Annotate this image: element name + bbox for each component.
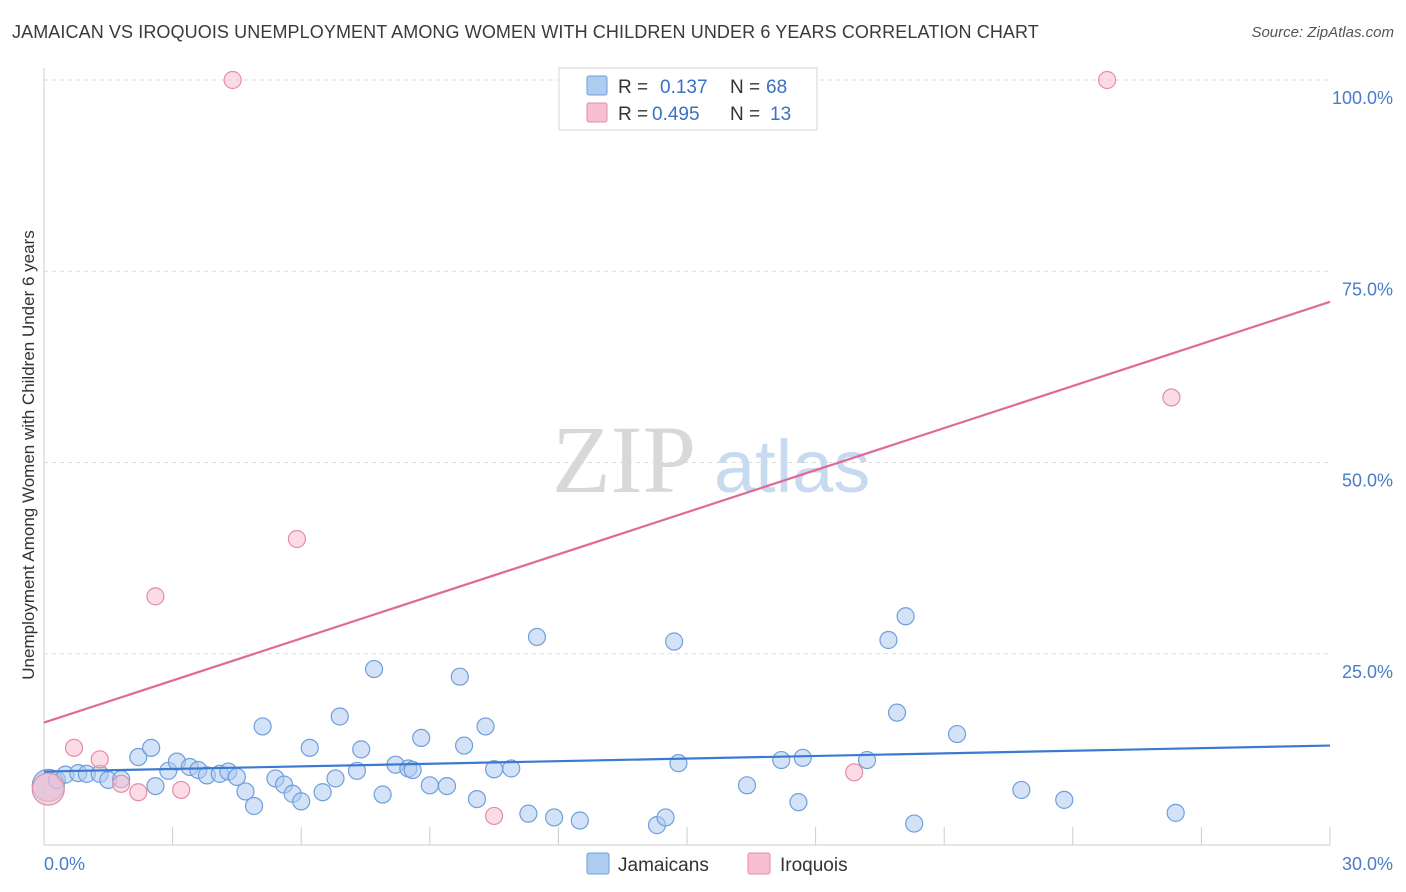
x-tick-label: 0.0% <box>44 854 85 874</box>
point-jamaicans <box>1012 780 1031 800</box>
point-jamaicans <box>896 607 915 626</box>
watermark: ZIP atlas <box>552 406 870 513</box>
trend-lines <box>43 300 1331 773</box>
chart-source: Source: ZipAtlas.com <box>1251 24 1394 41</box>
point-iroquois <box>64 738 84 757</box>
point-iroquois <box>172 780 191 800</box>
point-jamaicans <box>300 738 319 757</box>
point-jamaicans <box>793 748 812 767</box>
y-tick-label: 75.0% <box>1342 279 1393 299</box>
point-iroquois <box>223 70 242 90</box>
legend-swatch-jamaicans <box>586 75 608 96</box>
point-jamaicans <box>450 667 469 686</box>
legend-n-label-2: N = <box>730 104 760 125</box>
point-jamaicans <box>437 776 457 796</box>
watermark-zip: ZIP <box>552 406 696 513</box>
y-tick-label: 50.0% <box>1342 471 1393 491</box>
legend-r-value-2: 0.495 <box>652 104 700 125</box>
point-jamaicans <box>326 769 345 788</box>
point-jamaicans <box>352 740 371 759</box>
point-jamaicans <box>737 776 757 795</box>
legend-n-value-2: 13 <box>770 104 791 125</box>
legend-r-label-1: R = <box>618 77 648 98</box>
point-jamaicans <box>570 811 589 830</box>
point-iroquois <box>845 763 864 782</box>
series-legend-swatch-iroquois <box>747 852 771 875</box>
point-jamaicans <box>1055 790 1074 809</box>
point-jamaicans <box>527 627 547 647</box>
series-legend-label-jamaicans: Jamaicans <box>618 855 709 876</box>
point-jamaicans <box>1166 803 1185 822</box>
point-jamaicans <box>502 759 521 778</box>
y-tick-labels: 25.0% 50.0% 75.0% 100.0% <box>1332 88 1393 682</box>
gridlines <box>44 79 1330 655</box>
point-jamaicans <box>244 796 264 816</box>
point-jamaicans <box>545 808 564 827</box>
legend-n-value-1: 68 <box>766 77 787 98</box>
point-jamaicans <box>253 717 272 736</box>
series-legend-swatch-jamaicans <box>586 852 610 875</box>
point-jamaicans <box>669 754 688 773</box>
data-points <box>31 70 1185 835</box>
legend-swatch-iroquois <box>586 102 608 123</box>
series-legend: Jamaicans Iroquois <box>586 852 848 876</box>
point-iroquois <box>129 783 148 802</box>
trend-line-jamaicans <box>43 744 1331 773</box>
point-iroquois <box>1162 388 1181 407</box>
point-jamaicans <box>905 814 924 833</box>
point-jamaicans <box>292 792 311 811</box>
y-tick-label: 25.0% <box>1342 662 1393 682</box>
point-jamaicans <box>330 707 349 726</box>
point-iroquois <box>485 806 504 826</box>
point-jamaicans <box>887 703 907 722</box>
point-jamaicans <box>665 632 684 651</box>
axes <box>43 68 1331 846</box>
chart-title: JAMAICAN VS IROQUOIS UNEMPLOYMENT AMONG … <box>12 22 1039 42</box>
point-jamaicans <box>519 804 538 823</box>
legend-n-label-1: N = <box>730 77 760 98</box>
point-jamaicans <box>236 782 255 801</box>
point-jamaicans <box>129 747 148 767</box>
series-legend-label-iroquois: Iroquois <box>780 855 848 876</box>
point-iroquois <box>287 529 307 549</box>
y-axis-label: Unemployment Among Women with Children U… <box>19 230 38 679</box>
point-jamaicans <box>947 724 967 744</box>
point-jamaicans <box>772 750 791 770</box>
point-iroquois <box>90 750 109 769</box>
point-iroquois <box>1097 70 1117 90</box>
point-jamaicans <box>656 808 675 827</box>
point-jamaicans <box>467 789 487 809</box>
legend-r-label-2: R = <box>618 104 648 125</box>
x-tick-label: 30.0% <box>1342 854 1393 874</box>
x-tick-labels: 0.0% 30.0% <box>44 854 1393 874</box>
point-jamaicans <box>373 785 392 804</box>
correlation-legend: R = 0.137 N = 68 R = 0.495 N = 13 <box>558 67 818 131</box>
point-iroquois <box>31 772 65 806</box>
point-jamaicans <box>347 761 367 780</box>
point-jamaicans <box>454 736 474 755</box>
y-tick-label: 100.0% <box>1332 88 1393 108</box>
point-jamaicans <box>879 630 898 650</box>
point-jamaicans <box>420 776 439 795</box>
legend-r-value-1: 0.137 <box>660 77 708 98</box>
point-iroquois <box>112 774 131 793</box>
point-jamaicans <box>313 783 332 802</box>
point-jamaicans <box>146 776 165 796</box>
point-jamaicans <box>476 717 495 736</box>
trend-line-iroquois <box>43 300 1331 724</box>
point-jamaicans <box>403 760 422 780</box>
point-iroquois <box>146 587 165 606</box>
point-jamaicans <box>412 728 431 748</box>
point-jamaicans <box>364 659 384 679</box>
point-jamaicans <box>789 793 808 812</box>
point-jamaicans <box>142 738 161 757</box>
